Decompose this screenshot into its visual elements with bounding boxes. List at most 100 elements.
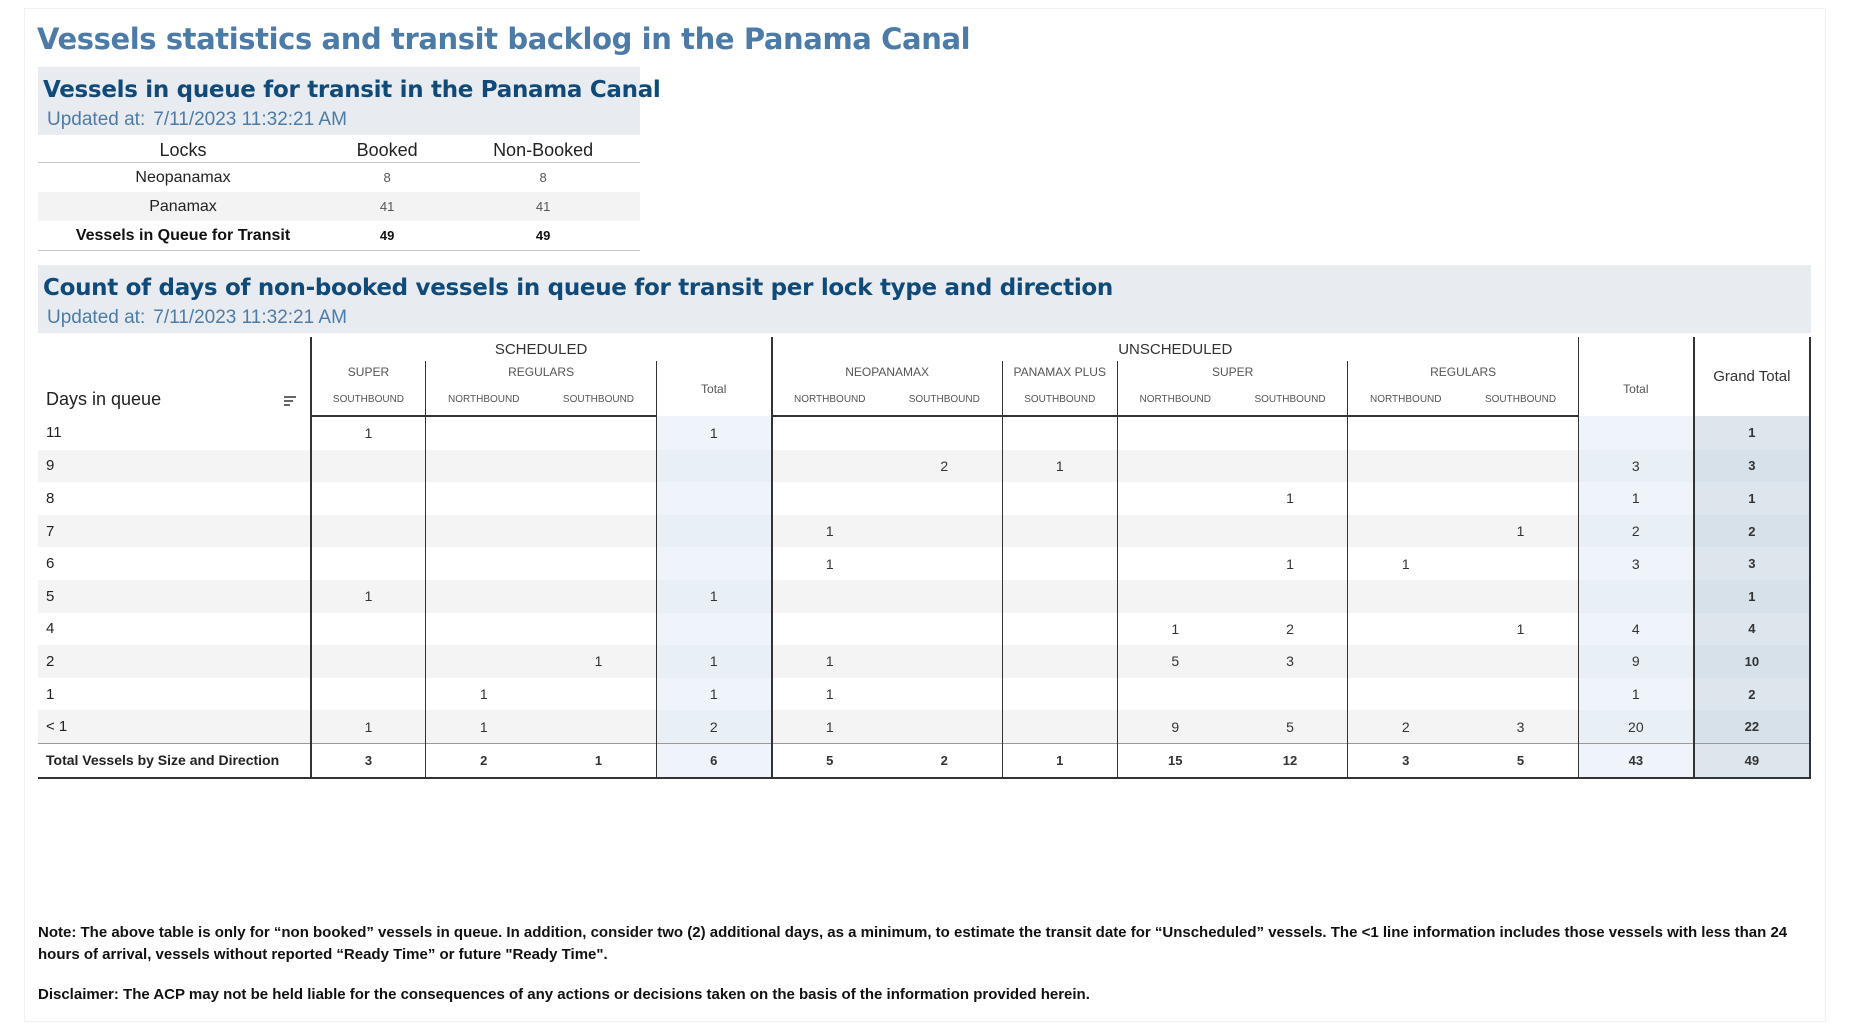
lock-name: Neopanamax [135, 168, 231, 186]
direction-header: SOUTHBOUND [1001, 383, 1118, 417]
neopanamax-subheader: NEOPANAMAX [770, 361, 1003, 383]
direction-header: SOUTHBOUND [1463, 383, 1579, 417]
direction-header: NORTHBOUND [1116, 383, 1233, 417]
cell-value: 1 [655, 416, 772, 450]
cell-value: 2 [886, 449, 1003, 483]
cell-value: 1 [655, 677, 772, 711]
cell-value [886, 514, 1003, 548]
days-panel-header: Count of days of non-booked vessels in q… [38, 265, 1811, 333]
cell-value [541, 579, 657, 613]
table-row: 2 1 1 1 5 3 9 10 [38, 645, 1812, 678]
scheduled-total-header: Total [655, 361, 772, 416]
cell-value: 9 [1116, 710, 1233, 744]
cell-value [541, 416, 656, 450]
cell-value: 6 [655, 742, 772, 779]
queue-table: Locks Booked Non-Booked Neopanamax 8 8 P… [38, 138, 640, 251]
updated-label: Updated at: [47, 109, 146, 130]
total-label: Vessels in Queue for Transit [38, 221, 328, 251]
cell-value [1347, 677, 1464, 711]
cell-value [887, 547, 1002, 580]
cell-value: 3 [1463, 710, 1579, 744]
cell-value [1001, 710, 1118, 744]
page-title: Vessels statistics and transit backlog i… [37, 22, 971, 56]
cell-value [309, 677, 426, 711]
cell-value: 1 [425, 710, 542, 744]
cell-value: 5 [1232, 710, 1348, 744]
cell-value: 2 [1286, 620, 1294, 637]
updated-value: 7/11/2023 11:32:21 AM [153, 307, 347, 328]
cell-value [1232, 514, 1348, 548]
super-subheader: SUPER [309, 361, 426, 383]
cell-value: 2 [655, 710, 772, 744]
cell-value [1001, 579, 1118, 613]
cell-value: 2 [425, 742, 542, 779]
cell-value [1463, 579, 1579, 613]
cell-value [1116, 514, 1233, 548]
direction-header: NORTHBOUND [1347, 383, 1464, 417]
cell-value: 1 [770, 677, 887, 711]
cell-value [886, 645, 1003, 678]
cell-value: 1 [1001, 742, 1118, 779]
regulars-subheader: REGULARS [1347, 361, 1579, 383]
cell-value [1001, 612, 1118, 646]
cell-value: 1 [425, 677, 542, 711]
cell-value: 1 [541, 645, 657, 678]
cell-value: 3 [1347, 742, 1464, 779]
cell-value [1001, 547, 1118, 580]
cell-value [887, 613, 1002, 646]
cell-value [425, 579, 542, 613]
cell-value: 5 [770, 742, 887, 779]
cell-value [1116, 416, 1233, 450]
cell-value: 9 [1577, 645, 1694, 678]
total-booked: 49 [328, 221, 447, 251]
row-label: 5 [38, 579, 311, 613]
queue-panel-title: Vessels in queue for transit in the Pana… [43, 77, 661, 103]
direction-header: SOUTHBOUND [309, 383, 426, 417]
cell-value [309, 514, 426, 548]
direction-header: SOUTHBOUND [541, 383, 657, 417]
cell-value [1463, 416, 1578, 450]
cell-value [425, 645, 542, 678]
cell-value: 1 [770, 547, 887, 580]
cell-value: 1 [655, 579, 772, 613]
sort-icon[interactable] [283, 396, 296, 406]
col-non-booked: Non-Booked [446, 138, 640, 163]
booked-value: 41 [328, 192, 447, 221]
row-label: 7 [38, 514, 311, 548]
cell-value [425, 547, 542, 580]
cell-value: 1 [1001, 449, 1118, 483]
cell-value [1463, 482, 1578, 515]
cell-value [1347, 514, 1464, 548]
days-panel-title: Count of days of non-booked vessels in q… [43, 275, 1113, 301]
cell-value: 20 [1577, 710, 1694, 744]
cell-value: 10 [1692, 645, 1812, 678]
cell-value: 1 [770, 710, 887, 744]
cell-value [1233, 678, 1348, 711]
cell-value: 4 [1692, 612, 1812, 646]
row-label: 8 [46, 489, 55, 507]
cell-value: 5 [1116, 645, 1233, 678]
direction-header: SOUTHBOUND [1232, 383, 1348, 417]
cell-value: 1 [309, 710, 426, 744]
cell-value: 1 [1286, 490, 1294, 507]
cell-value [309, 645, 426, 678]
cell-value [1347, 449, 1464, 483]
days-in-queue-label: Days in queue [46, 389, 162, 409]
scheduled-group-header: SCHEDULED [309, 337, 772, 361]
cell-value [1347, 482, 1464, 515]
queue-panel-header: Vessels in queue for transit in the Pana… [38, 67, 661, 135]
cell-value [541, 449, 657, 483]
days-in-queue-header[interactable]: Days in queue [38, 337, 311, 416]
super-subheader: SUPER [1116, 361, 1348, 383]
cell-value [425, 482, 542, 515]
cell-value [887, 678, 1002, 711]
cell-value [887, 416, 1002, 450]
cell-value [1347, 416, 1464, 450]
total-row: Vessels in Queue for Transit 49 49 [38, 221, 640, 251]
cell-value [655, 547, 772, 580]
cell-value [1001, 514, 1118, 548]
cell-value [1116, 677, 1233, 711]
